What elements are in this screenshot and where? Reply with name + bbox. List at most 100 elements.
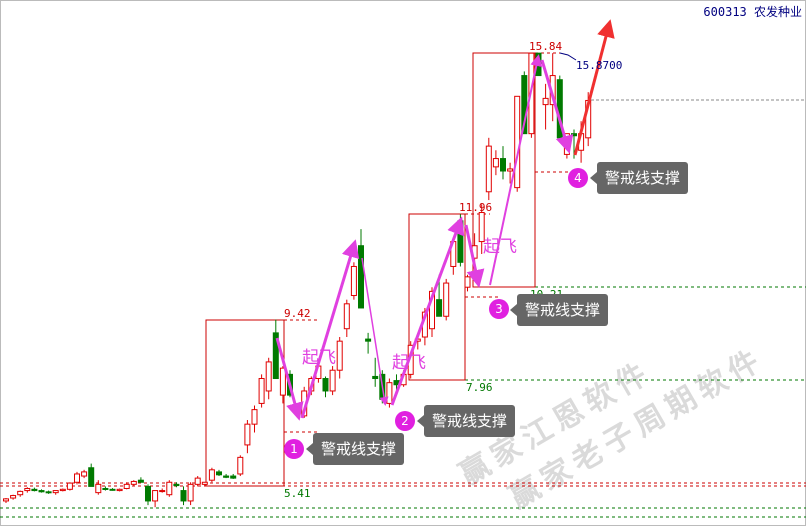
candle-body [230, 475, 237, 479]
candle [10, 494, 17, 500]
candle [66, 482, 73, 491]
candle-body [17, 490, 24, 496]
candle-body [130, 480, 137, 485]
candle-body [109, 488, 116, 491]
candle [244, 420, 251, 454]
candle [17, 490, 24, 497]
arrow-up [489, 54, 543, 286]
candle-body [152, 490, 159, 502]
candle [166, 480, 173, 497]
candle-body [159, 490, 166, 493]
candle-body [500, 158, 506, 172]
candle-body [443, 282, 450, 317]
candle [187, 482, 194, 506]
candle-body [166, 481, 173, 496]
candle [74, 471, 80, 485]
candle [130, 480, 137, 487]
candle [145, 484, 151, 506]
arrow-down [540, 59, 574, 154]
candle [223, 473, 230, 479]
candle [59, 488, 66, 492]
candle [123, 482, 130, 490]
candle-body [436, 299, 443, 317]
range-box-3 [472, 52, 536, 288]
candle [272, 319, 279, 380]
candle-body [223, 475, 230, 478]
candle-body [38, 490, 45, 493]
candle-body [81, 471, 88, 477]
candle-body [464, 276, 471, 288]
candle-body [279, 367, 286, 396]
candle [279, 366, 286, 404]
arrow-up [300, 239, 360, 419]
candle [492, 150, 499, 176]
candle [102, 486, 109, 491]
badge-3: 3 [489, 299, 509, 319]
candle [52, 490, 59, 495]
wave-arrows [275, 54, 574, 421]
candle [322, 376, 329, 398]
price-label-high-2: 11.96 [459, 201, 492, 214]
candle-body [358, 245, 364, 309]
candle-body [31, 488, 38, 492]
price-label-high-1: 9.42 [284, 307, 311, 320]
candle-body [265, 361, 272, 392]
support-tooltip-2: 警戒线支撑 [416, 405, 516, 437]
candle [372, 357, 379, 387]
candle-body [492, 158, 499, 168]
candle-body [542, 97, 549, 106]
candle [137, 477, 144, 483]
candle [507, 162, 514, 184]
candle-body [45, 491, 52, 494]
candle [358, 229, 364, 309]
candle-body [350, 265, 357, 297]
candle-body [95, 483, 102, 494]
support-tooltip-3: 警戒线支撑 [509, 294, 609, 326]
candle-body [116, 488, 123, 492]
candle [443, 278, 450, 321]
candle [180, 486, 187, 506]
candle [386, 378, 393, 408]
candle-body [429, 290, 435, 330]
candle [230, 473, 237, 479]
candle [159, 488, 166, 493]
candle-body [244, 423, 251, 446]
candle-body [258, 378, 265, 404]
candle-body [74, 473, 80, 483]
takeoff-label: 起飞 [392, 353, 426, 373]
candle [152, 490, 159, 508]
candle-body [571, 133, 577, 137]
candle-body [322, 378, 329, 392]
candle-body [216, 471, 222, 476]
candle [31, 487, 38, 492]
candle [208, 467, 215, 483]
target-leader [559, 52, 577, 61]
arrow-down [361, 257, 389, 406]
candle-body [24, 487, 31, 492]
candle [251, 405, 258, 433]
takeoff-label: 起飞 [483, 237, 517, 257]
candle-body [521, 75, 528, 135]
stock-title: 600313 农发种业 [703, 5, 802, 19]
candle-body [372, 375, 379, 380]
candle [542, 83, 549, 130]
candle-body [201, 481, 208, 485]
price-label-target: 15.8700 [576, 59, 622, 72]
candle-body [386, 382, 393, 404]
candle-body [10, 495, 17, 499]
candle-body [237, 456, 244, 475]
candle-body [329, 369, 336, 392]
target-arrow [573, 19, 615, 156]
candle [24, 487, 31, 493]
candle-body [59, 488, 66, 492]
arrow-down [464, 224, 485, 288]
candle-body [88, 467, 95, 487]
candle [109, 488, 116, 491]
candle [485, 137, 492, 201]
candle-body [52, 490, 59, 494]
candle-body [507, 168, 514, 172]
candle [336, 337, 343, 379]
candle [216, 469, 222, 477]
